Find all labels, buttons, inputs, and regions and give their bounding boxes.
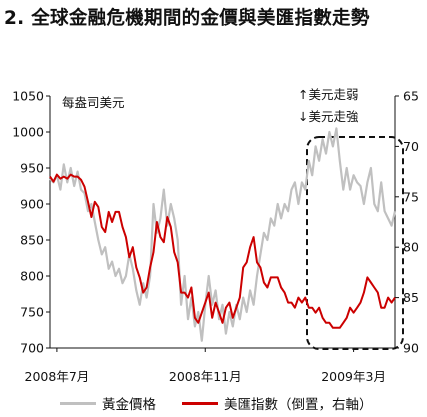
series-line-gold — [49, 127, 397, 342]
x-tick-label: 2009年3月 — [321, 369, 386, 384]
x-tick-label: 2008年7月 — [25, 369, 90, 384]
y-tick-label-right: 85 — [403, 290, 419, 305]
chart-series — [49, 127, 397, 342]
dashed-highlight-box — [306, 136, 404, 350]
y-tick-label-right: 80 — [403, 240, 419, 255]
y-tick-label-left: 700 — [20, 341, 44, 356]
y-tick-label-left: 800 — [20, 269, 44, 284]
series-line-usd — [49, 173, 396, 329]
y2-note-down: ↓美元走強 — [298, 109, 359, 124]
y-tick-label-left: 1050 — [12, 89, 44, 104]
y2-note-up: ↑美元走弱 — [298, 87, 358, 102]
legend-swatch-usd — [182, 401, 218, 405]
y-tick-label-right: 90 — [403, 341, 419, 356]
y-tick-label-left: 1000 — [12, 125, 44, 140]
chart-tick-labels: 700 750 800 850 900 950 1000 1050 65 70 75 80 85 90 20… — [12, 87, 419, 384]
legend-label-usd: 美匯指數（倒置，右軸） — [224, 397, 373, 413]
chart-annotations — [306, 136, 404, 350]
y-tick-label-left: 850 — [20, 233, 44, 248]
y-tick-label-right: 70 — [403, 139, 419, 154]
y-tick-label-right: 75 — [403, 189, 419, 204]
legend-item-gold: 黃金價格 — [60, 393, 156, 413]
chart-axes — [46, 95, 399, 352]
legend-swatch-gold — [60, 401, 96, 405]
legend: 黃金價格 美匯指數（倒置，右軸） — [0, 393, 427, 415]
y-tick-label-left: 950 — [20, 161, 44, 176]
y-tick-label-left: 900 — [20, 197, 44, 212]
x-tick-label: 2008年11月 — [169, 369, 242, 384]
page-title: 2. 全球金融危機期間的金價與美匯指數走勢 — [4, 8, 370, 29]
legend-label-gold: 黃金價格 — [102, 397, 156, 413]
y-tick-label-right: 65 — [403, 89, 419, 104]
legend-item-usd: 美匯指數（倒置，右軸） — [182, 393, 373, 413]
y-axis-title: 每盎司美元 — [62, 95, 125, 110]
y-tick-label-left: 750 — [20, 305, 44, 320]
